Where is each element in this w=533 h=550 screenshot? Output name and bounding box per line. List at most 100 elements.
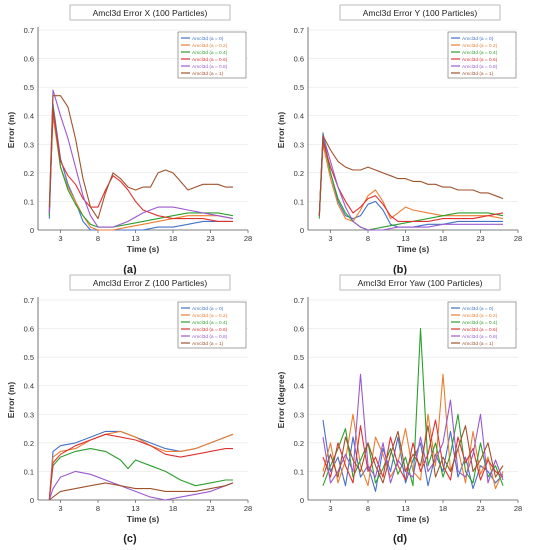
x-tick-label: 28 [244, 504, 252, 513]
series-line-5 [322, 425, 504, 484]
x-tick-label: 23 [476, 234, 484, 243]
y-tick-label: 0.1 [24, 197, 34, 206]
x-tick-label: 18 [439, 234, 447, 243]
series-line-3 [48, 109, 233, 222]
x-axis-label: Time (s) [127, 244, 160, 254]
y-tick-label: 0.7 [24, 296, 34, 305]
legend-entry: Amcl3d (a = 0.2) [462, 43, 498, 49]
x-tick-label: 3 [58, 234, 62, 243]
x-tick-label: 8 [96, 504, 100, 513]
y-tick-label: 0.2 [24, 169, 34, 178]
legend-entry: Amcl3d (a = 0.6) [462, 57, 498, 63]
x-axis-label: Time (s) [397, 514, 430, 524]
legend-entry: Amcl3d (a = 0.8) [462, 334, 498, 340]
series-line-5 [48, 482, 234, 501]
series-line-4 [48, 470, 234, 501]
x-axis-label: Time (s) [127, 514, 160, 524]
legend-entry: Amcl3d (a = 0.2) [192, 43, 228, 49]
chart-title: Amcl3d Error Y (100 Particles) [363, 8, 478, 18]
y-tick-label: 0.1 [24, 467, 34, 476]
x-tick-label: 28 [514, 504, 522, 513]
series-line-2 [318, 138, 504, 231]
series-line-0 [322, 419, 504, 492]
y-tick-label: 0.2 [24, 439, 34, 448]
legend-entry: Amcl3d (a = 0.2) [192, 313, 228, 319]
x-axis-label: Time (s) [397, 244, 430, 254]
x-tick-label: 18 [439, 504, 447, 513]
legend-entry: Amcl3d (a = 0.2) [462, 313, 498, 319]
series-line-0 [318, 132, 503, 228]
x-tick-label: 3 [58, 504, 62, 513]
title-box [69, 274, 231, 291]
panel-label-c: (c) [123, 533, 137, 545]
panel-label-d: (d) [393, 533, 407, 545]
series-line-2 [322, 328, 504, 487]
legend-entry: Amcl3d (a = 0.6) [192, 327, 228, 333]
y-tick-label: 0.3 [294, 410, 304, 419]
x-tick-label: 8 [366, 234, 370, 243]
y-tick-label: 0.2 [294, 169, 304, 178]
legend-box [177, 31, 247, 79]
legend-entry: Amcl3d (a = 1) [462, 341, 494, 347]
chart-title: Amcl3d Error Z (100 Particles) [93, 278, 207, 288]
chart-c: Amcl3d Error Z (100 Particles) 0 0.1 0.2 0.3… [6, 274, 252, 524]
legend-entry: Amcl3d (a = 0) [192, 306, 224, 312]
y-axis-label: Error (m) [6, 382, 16, 419]
x-tick-label: 28 [244, 234, 252, 243]
y-tick-label: 0.5 [294, 83, 304, 92]
x-tick-label: 3 [328, 504, 332, 513]
series-line-1 [48, 430, 234, 501]
x-tick-label: 18 [169, 234, 177, 243]
series-line-0 [48, 103, 233, 231]
x-tick-label: 13 [401, 234, 409, 243]
series-line-1 [48, 115, 234, 231]
legend-entry: Amcl3d (a = 0) [192, 36, 224, 42]
legend-box [447, 301, 517, 349]
y-tick-label: 0.6 [294, 325, 304, 334]
legend-entry: Amcl3d (a = 0.4) [192, 320, 228, 326]
legend-box [447, 31, 517, 79]
title-box [339, 274, 501, 291]
legend-entry: Amcl3d (a = 0.4) [462, 320, 498, 326]
legend-entry: Amcl3d (a = 1) [192, 341, 224, 347]
legend-entry: Amcl3d (a = 0.6) [462, 327, 498, 333]
chart-title: Amcl3d Error Yaw (100 Particles) [358, 278, 483, 288]
legend-entry: Amcl3d (a = 0.4) [192, 50, 228, 56]
y-axis-label: Error (m) [276, 112, 286, 149]
y-tick-label: 0.7 [294, 26, 304, 35]
y-tick-label: 0.3 [24, 140, 34, 149]
y-tick-label: 0.6 [24, 325, 34, 334]
legend-entry: Amcl3d (a = 0) [462, 306, 494, 312]
y-tick-label: 0.4 [294, 112, 304, 121]
y-tick-label: 0.4 [24, 382, 34, 391]
series-line-3 [48, 433, 233, 501]
chart-title: Amcl3d Error X (100 Particles) [93, 8, 208, 18]
series-line-2 [48, 448, 233, 501]
legend-entry: Amcl3d (a = 0.6) [192, 57, 228, 63]
x-tick-label: 23 [206, 234, 214, 243]
y-axis-label: Error (m) [6, 112, 16, 149]
y-tick-label: 0 [30, 226, 34, 235]
series-line-5 [318, 135, 504, 216]
series-line-4 [318, 135, 503, 231]
series-line-2 [48, 106, 234, 228]
y-tick-label: 0 [30, 496, 34, 505]
y-tick-label: 0.6 [294, 55, 304, 64]
series-line-5 [48, 95, 233, 220]
panel-label-a: (a) [123, 264, 137, 276]
title-box [69, 4, 231, 21]
y-tick-label: 0 [300, 226, 304, 235]
series-line-1 [322, 373, 504, 490]
y-tick-label: 0.5 [294, 353, 304, 362]
series-line-3 [322, 419, 504, 484]
y-tick-label: 0.2 [294, 439, 304, 448]
chart-d: Amcl3d Error Yaw (100 Particles) 0 0.1 0.2 0… [276, 274, 522, 524]
x-tick-label: 3 [328, 234, 332, 243]
y-tick-label: 0.5 [24, 83, 34, 92]
legend-entry: Amcl3d (a = 1) [462, 71, 494, 77]
title-box [339, 4, 501, 21]
x-tick-label: 28 [514, 234, 522, 243]
y-tick-label: 0 [300, 496, 304, 505]
chart-a: Amcl3d Error X (100 Particles) 0 0.1 0.2 0.3… [6, 4, 252, 254]
